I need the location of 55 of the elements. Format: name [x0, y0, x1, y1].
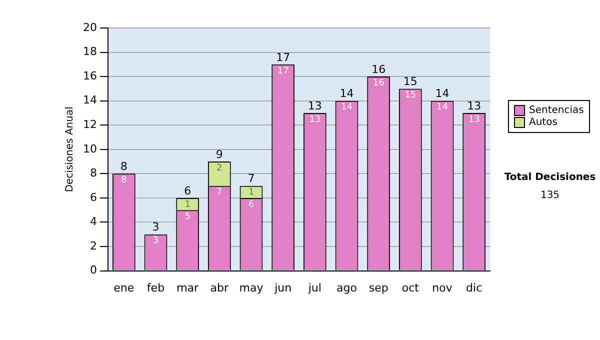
total-label: 7	[248, 172, 255, 186]
x-tick-label: ene	[114, 281, 134, 294]
data-label: 8	[121, 176, 128, 186]
text: Total Decisiones	[503, 172, 597, 183]
data-label: 1	[248, 188, 254, 198]
data-label: 3	[152, 236, 159, 246]
y-tick-label: 16	[82, 69, 97, 82]
data-label: 14	[341, 102, 353, 113]
total-label: 14	[435, 87, 450, 100]
legend-label: Autos	[528, 117, 558, 128]
y-tick-label: 14	[82, 94, 97, 107]
x-tick-label: feb	[146, 281, 165, 294]
data-label: 5	[184, 212, 190, 222]
x-tick-label: jun	[274, 281, 292, 294]
data-label: 2	[216, 163, 222, 174]
total-label: 16	[372, 62, 386, 76]
y-tick-label: 10	[82, 142, 97, 156]
total-label: 15	[403, 75, 418, 88]
y-tick-label: 2	[90, 239, 97, 252]
total-label: 9	[216, 148, 223, 161]
total-label: 13	[467, 99, 482, 112]
y-tick-label: 6	[90, 190, 97, 204]
total-label: 14	[340, 87, 354, 100]
y-tick-label: 0	[90, 264, 97, 277]
x-tick-label: abr	[210, 281, 230, 294]
total-label: 17	[276, 50, 290, 64]
data-label: 14	[436, 102, 448, 113]
data-label: 6	[248, 200, 254, 210]
total-label: 3	[152, 220, 160, 234]
y-tick-label: 8	[90, 166, 97, 180]
x-tick-label: nov	[432, 281, 453, 294]
x-tick-label: mar	[176, 281, 200, 294]
y-axis-title: Decisiones Anual	[64, 106, 76, 192]
data-label: 13	[468, 114, 480, 125]
total-label: 8	[120, 160, 128, 174]
y-tick-label: 20	[82, 20, 97, 34]
y-tick-label: 12	[82, 118, 97, 131]
x-tick-label: ago	[336, 281, 358, 294]
data-label: 7	[216, 188, 222, 198]
x-tick-label: sep	[368, 281, 388, 294]
y-tick-label: 18	[82, 45, 97, 58]
data-label: 16	[372, 78, 385, 88]
x-tick-label: jul	[307, 281, 322, 294]
y-tick-label: 4	[90, 215, 97, 228]
total-label: 6	[184, 184, 192, 198]
x-tick-label: dic	[466, 281, 482, 294]
legend-label: Sentencias	[528, 105, 584, 116]
x-tick-label: oct	[402, 281, 420, 294]
data-label: 13	[309, 114, 321, 125]
data-label: 15	[404, 90, 416, 101]
data-label: 1	[184, 200, 190, 210]
x-tick-label: may	[239, 281, 264, 294]
total-label: 13	[308, 99, 322, 112]
data-label: 17	[277, 66, 289, 76]
text: 135	[539, 190, 561, 201]
